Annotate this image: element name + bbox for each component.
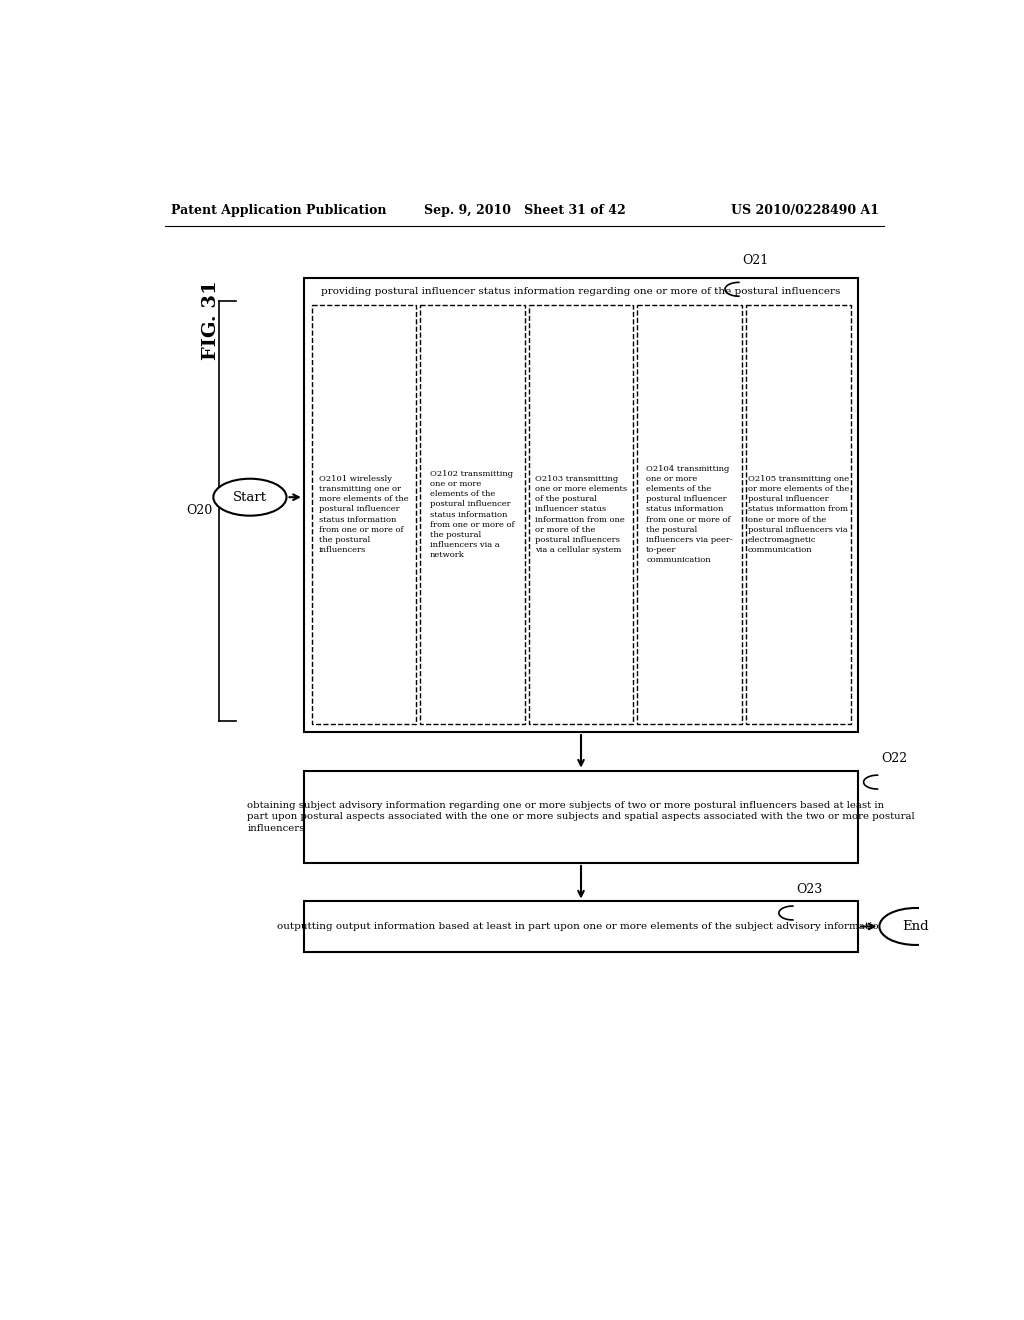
Text: O2104 transmitting
one or more
elements of the
postural influencer
status inform: O2104 transmitting one or more elements …: [646, 465, 733, 564]
Text: O2103 transmitting
one or more elements
of the postural
influencer status
inform: O2103 transmitting one or more elements …: [535, 475, 627, 554]
Text: Start: Start: [232, 491, 267, 504]
Bar: [304, 902, 858, 952]
Text: O2101 wirelessly
transmitting one or
more elements of the
postural influencer
st: O2101 wirelessly transmitting one or mor…: [319, 475, 409, 554]
Ellipse shape: [880, 908, 952, 945]
Text: obtaining subject advisory information regarding one or more subjects of two or : obtaining subject advisory information r…: [247, 801, 914, 833]
Text: FIG. 31: FIG. 31: [203, 280, 220, 360]
Text: Patent Application Publication: Patent Application Publication: [171, 205, 386, 218]
Text: outputting output information based at least in part upon one or more elements o: outputting output information based at l…: [276, 921, 885, 931]
Text: O2102 transmitting
one or more
elements of the
postural influencer
status inform: O2102 transmitting one or more elements …: [430, 470, 515, 558]
Bar: [311, 305, 416, 725]
Text: O20: O20: [186, 504, 213, 517]
Ellipse shape: [213, 479, 287, 516]
Bar: [304, 277, 858, 733]
Bar: [745, 305, 851, 725]
Text: End: End: [902, 920, 929, 933]
Text: providing postural influencer status information regarding one or more of the po: providing postural influencer status inf…: [322, 288, 841, 296]
Text: O2105 transmitting one
or more elements of the
postural influencer
status inform: O2105 transmitting one or more elements …: [748, 475, 849, 554]
Bar: [304, 771, 858, 863]
Bar: [528, 305, 634, 725]
Text: O21: O21: [742, 255, 769, 268]
Text: US 2010/0228490 A1: US 2010/0228490 A1: [731, 205, 879, 218]
Text: Sep. 9, 2010   Sheet 31 of 42: Sep. 9, 2010 Sheet 31 of 42: [424, 205, 626, 218]
Text: O23: O23: [797, 883, 823, 896]
Bar: [637, 305, 742, 725]
Text: O22: O22: [882, 752, 907, 766]
Bar: [420, 305, 524, 725]
